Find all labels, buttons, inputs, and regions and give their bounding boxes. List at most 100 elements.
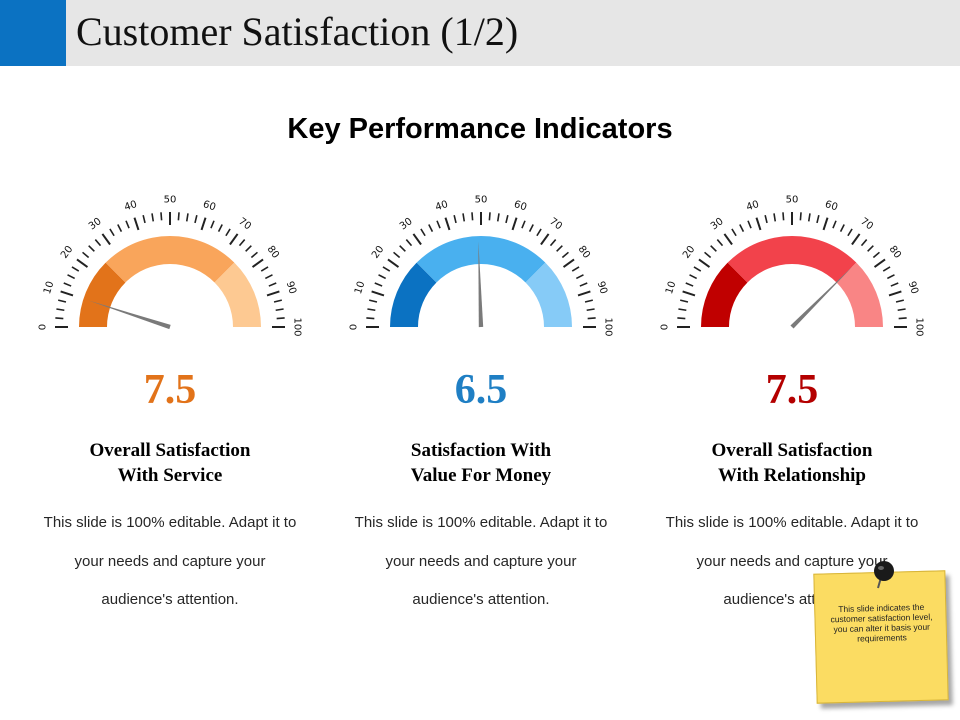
gauge-band-2: [727, 236, 857, 283]
gauge-minor-tick: [273, 299, 283, 303]
gauge-minor-tick: [88, 245, 95, 252]
gauge-major-tick: [251, 258, 264, 268]
header-bar: [0, 0, 960, 66]
gauge-minor-tick: [276, 317, 285, 320]
gauge-minor-tick: [556, 245, 563, 252]
gauge-minor-tick: [393, 251, 401, 259]
gauge-tick-label: 80: [265, 244, 281, 261]
gauge-major-tick: [60, 290, 74, 297]
gauge-minor-tick: [268, 282, 277, 287]
gauge-needle: [478, 241, 484, 328]
gauge-major-tick: [540, 233, 550, 246]
gauge-minor-tick: [521, 220, 526, 229]
gauge-minor-tick: [55, 317, 64, 320]
gauge-minor-tick: [94, 239, 102, 247]
kpi-description: This slide is 100% editable. Adapt it to…: [665, 514, 919, 608]
gauge-minor-tick: [782, 212, 785, 221]
gauge-band-1: [701, 262, 748, 327]
gauge-minor-tick: [575, 274, 584, 280]
kpi-title: Satisfaction With Value For Money: [341, 438, 621, 488]
gauge-minor-tick: [739, 224, 745, 233]
gauge-minor-tick: [773, 213, 777, 222]
gauge-band-1: [390, 262, 437, 327]
gauge-major-tick: [387, 258, 400, 268]
gauge-minor-tick: [579, 282, 588, 287]
kpi-card-value-for-money: 0 10 20 30 40 50 60 70 80 90 100 6.5 Satisfaction …: [341, 186, 621, 656]
gauge-minor-tick: [368, 299, 378, 303]
gauge-minor-tick: [264, 274, 273, 280]
gauge-minor-tick: [117, 224, 123, 233]
kpi-title: Overall Satisfaction With Service: [30, 438, 310, 488]
gauge-major-tick: [577, 290, 591, 297]
kpi-card-service: 0 10 20 30 40 50 60 70 80 90 100 7.5 Overall Satis…: [30, 186, 310, 656]
gauge-minor-tick: [710, 245, 717, 252]
page-title: Customer Satisfaction (1/2): [76, 9, 519, 54]
gauge-band-3: [836, 262, 883, 327]
gauge-tick-label: 10: [353, 280, 367, 296]
gauge-major-tick: [822, 217, 829, 231]
gauge-band-3: [525, 262, 572, 327]
gauge-minor-tick: [561, 251, 569, 259]
gauge-minor-tick: [71, 266, 80, 272]
header-accent-block: [0, 0, 66, 66]
gauge-major-tick: [562, 258, 575, 268]
gauge-minor-tick: [764, 214, 768, 224]
gauge-band-2: [105, 236, 235, 283]
kpi-description: This slide is 100% editable. Adapt it to…: [43, 514, 297, 608]
gauge-minor-tick: [496, 213, 500, 222]
gauge-minor-tick: [125, 220, 130, 229]
gauge-minor-tick: [528, 224, 534, 233]
gauge-minor-tick: [832, 220, 837, 229]
gauge-minor-tick: [586, 308, 595, 312]
gauge-tick-label: 40: [745, 199, 761, 213]
gauge-minor-tick: [847, 228, 853, 237]
gauge-minor-tick: [142, 214, 146, 224]
gauge-minor-tick: [731, 228, 737, 237]
gauge-minor-tick: [185, 213, 189, 222]
gauge-minor-tick: [886, 274, 895, 280]
gauge-minor-tick: [685, 282, 694, 287]
gauge-minor-tick: [587, 317, 596, 320]
gauge-minor-tick: [56, 308, 65, 312]
gauge-minor-tick: [897, 308, 906, 312]
kpi-title-line1: Satisfaction With: [410, 440, 552, 461]
gauge-minor-tick: [890, 282, 899, 287]
gauge-major-tick: [229, 233, 239, 246]
sticky-note-text: This slide indicates the customer satisf…: [830, 601, 933, 644]
gauge-minor-tick: [807, 213, 811, 222]
gauge-minor-tick: [405, 239, 413, 247]
gauge-minor-tick: [420, 228, 426, 237]
gauge-tick-label: 70: [236, 216, 253, 232]
gauge-value-for-money: 0 10 20 30 40 50 60 70 80 90 100: [349, 195, 614, 337]
gauge-minor-tick: [177, 212, 180, 221]
gauge-relationship: 0 10 20 30 40 50 60 70 80 90 100: [660, 195, 925, 337]
gauge-minor-tick: [867, 245, 874, 252]
gauge-minor-tick: [378, 274, 387, 280]
gauge-minor-tick: [679, 299, 689, 303]
kpi-description: This slide is 100% editable. Adapt it to…: [354, 514, 608, 608]
gauge-minor-tick: [160, 212, 163, 221]
gauge-tick-label: 10: [664, 280, 678, 296]
gauge-major-tick: [444, 217, 451, 231]
gauge-minor-tick: [895, 299, 905, 303]
kpi-value: 7.5: [143, 367, 197, 413]
gauge-minor-tick: [882, 266, 891, 272]
gauge-minor-tick: [399, 245, 406, 252]
gauge-minor-tick: [693, 266, 702, 272]
gauge-minor-tick: [716, 239, 724, 247]
gauge-minor-tick: [275, 308, 284, 312]
gauge-major-tick: [200, 217, 207, 231]
gauge-minor-tick: [225, 228, 231, 237]
gauge-minor-tick: [151, 213, 155, 222]
gauge-tick-label: 0: [660, 324, 671, 330]
gauge-major-tick: [851, 233, 861, 246]
gauge-minor-tick: [471, 212, 474, 221]
gauge-tick-label: 0: [349, 324, 360, 330]
gauge-minor-tick: [245, 245, 252, 252]
gauge-minor-tick: [57, 299, 67, 303]
gauge-minor-tick: [505, 214, 509, 224]
kpi-title-line2: With Relationship: [718, 465, 866, 486]
gauge-tick-label: 100: [914, 317, 925, 336]
gauge-major-tick: [723, 233, 733, 246]
gauge-minor-tick: [374, 282, 383, 287]
